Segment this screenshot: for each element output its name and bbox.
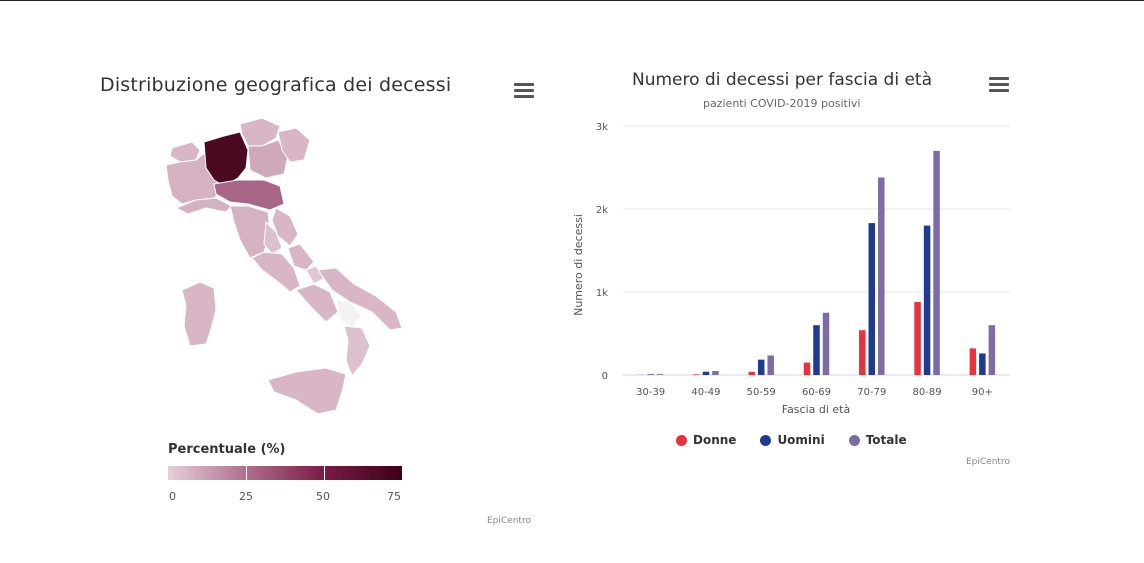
x-tick-label: 40-49 — [691, 387, 720, 398]
bar-uomini-90+[interactable] — [979, 353, 986, 375]
chart-menu-icon[interactable] — [989, 77, 1009, 93]
bar-chart: 0 1k 2k 3k 30-39 40-49 50-59 60-69 70-79 80-89 90… — [572, 122, 1010, 416]
y-tick-label: 0 — [602, 371, 608, 382]
legend-item-donne[interactable]: Donne — [676, 433, 736, 447]
legend-label: Donne — [693, 433, 737, 447]
bar-donne-70-79[interactable] — [859, 330, 866, 375]
bar-donne-80-89[interactable] — [914, 301, 921, 375]
region-abruzzo[interactable] — [287, 243, 315, 271]
region-emilia-romagna[interactable] — [213, 179, 285, 211]
x-tick-label: 90+ — [972, 387, 993, 398]
x-tick-label: 70-79 — [857, 387, 886, 398]
region-marche[interactable] — [271, 207, 299, 247]
legend-dot-icon — [848, 434, 860, 446]
map-legend-tick: 25 — [239, 490, 253, 503]
region-lazio[interactable] — [251, 251, 301, 293]
map-legend-tick: 75 — [387, 490, 401, 503]
chart-subtitle: pazienti COVID-2019 positivi — [703, 97, 861, 110]
region-puglia[interactable] — [317, 267, 403, 331]
bar-uomini-60-69[interactable] — [813, 325, 820, 375]
legend-label: Totale — [865, 433, 907, 447]
series-legend: Donne Uomini Totale — [676, 433, 907, 447]
region-sardegna[interactable] — [181, 281, 217, 347]
region-basilicata[interactable] — [335, 299, 363, 329]
map-credit[interactable]: EpiCentro — [487, 516, 531, 526]
bar-uomini-40-49[interactable] — [702, 371, 710, 375]
y-axis-label: Numero di decessi — [572, 214, 585, 316]
x-tick-label: 50-59 — [747, 387, 776, 398]
bar-donne-50-59[interactable] — [748, 371, 755, 375]
map-legend-tick: 50 — [316, 490, 330, 503]
legend-dot-icon — [760, 434, 772, 446]
x-tick-label: 30-39 — [636, 387, 665, 398]
region-sicilia[interactable] — [267, 367, 347, 415]
region-calabria[interactable] — [343, 325, 371, 377]
y-axis-ticks: 0 1k 2k 3k — [596, 122, 608, 382]
chart-title: Numero di decessi per fascia di età — [632, 70, 932, 90]
y-tick-label: 3k — [596, 122, 608, 133]
bar-uomini-50-59[interactable] — [757, 359, 765, 375]
map-menu-icon[interactable] — [514, 83, 534, 99]
bar-totale-50-59[interactable] — [767, 355, 774, 375]
map-legend-tick: 0 — [169, 490, 176, 503]
y-tick-label: 1k — [596, 288, 608, 299]
x-tick-label: 60-69 — [802, 387, 831, 398]
chart-bars — [637, 150, 996, 375]
bar-uomini-30-39[interactable] — [647, 374, 654, 375]
bar-donne-60-69[interactable] — [803, 362, 811, 375]
region-lombardia[interactable] — [203, 131, 249, 187]
region-veneto[interactable] — [247, 139, 289, 179]
x-axis-ticks: 30-39 40-49 50-59 60-69 70-79 80-89 90+ — [636, 387, 993, 398]
legend-label: Uomini — [777, 433, 825, 447]
bar-donne-40-49[interactable] — [693, 374, 700, 375]
map-title: Distribuzione geografica dei decessi — [100, 74, 452, 96]
legend-item-uomini[interactable]: Uomini — [760, 433, 825, 447]
region-liguria[interactable] — [175, 197, 233, 215]
map-color-scale — [168, 466, 402, 480]
top-border — [0, 0, 1144, 1]
bar-uomini-80-89[interactable] — [923, 225, 931, 375]
region-toscana[interactable] — [229, 205, 271, 259]
legend-item-totale[interactable]: Totale — [848, 433, 907, 447]
region-friuli[interactable] — [277, 127, 311, 163]
bar-totale-80-89[interactable] — [933, 150, 940, 375]
bar-totale-70-79[interactable] — [878, 177, 885, 375]
bar-totale-60-69[interactable] — [822, 312, 830, 375]
italy-map — [165, 117, 403, 415]
map-legend-title: Percentuale (%) — [168, 442, 286, 457]
region-trentino[interactable] — [239, 117, 281, 147]
x-axis-label: Fascia di età — [782, 403, 851, 416]
bar-totale-90+[interactable] — [988, 325, 996, 375]
legend-dot-icon — [676, 434, 687, 446]
bar-donne-90+[interactable] — [969, 348, 977, 375]
x-tick-label: 80-89 — [913, 387, 942, 398]
region-umbria[interactable] — [263, 221, 283, 255]
chart-credit[interactable]: EpiCentro — [966, 457, 1010, 467]
y-tick-label: 2k — [596, 205, 608, 216]
bar-uomini-70-79[interactable] — [868, 223, 876, 375]
bar-totale-40-49[interactable] — [712, 371, 719, 375]
bar-totale-30-39[interactable] — [656, 374, 664, 375]
region-valle-daosta[interactable] — [169, 141, 201, 163]
chart-grid — [623, 125, 1010, 376]
